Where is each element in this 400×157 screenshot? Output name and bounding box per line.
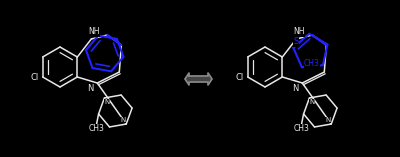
Polygon shape xyxy=(185,73,212,85)
Text: N: N xyxy=(310,99,315,105)
Text: NH: NH xyxy=(294,27,305,36)
Text: CH3: CH3 xyxy=(89,125,104,133)
Text: NH: NH xyxy=(88,27,100,36)
Text: CH3: CH3 xyxy=(294,125,310,133)
Text: Cl: Cl xyxy=(30,73,39,81)
Text: N: N xyxy=(121,117,126,123)
Text: N: N xyxy=(87,84,94,92)
Text: N: N xyxy=(326,117,331,123)
Text: CH3: CH3 xyxy=(304,59,320,68)
Text: S: S xyxy=(294,37,299,46)
Text: N: N xyxy=(292,84,298,92)
Text: N: N xyxy=(105,99,110,105)
Text: Cl: Cl xyxy=(236,73,244,81)
